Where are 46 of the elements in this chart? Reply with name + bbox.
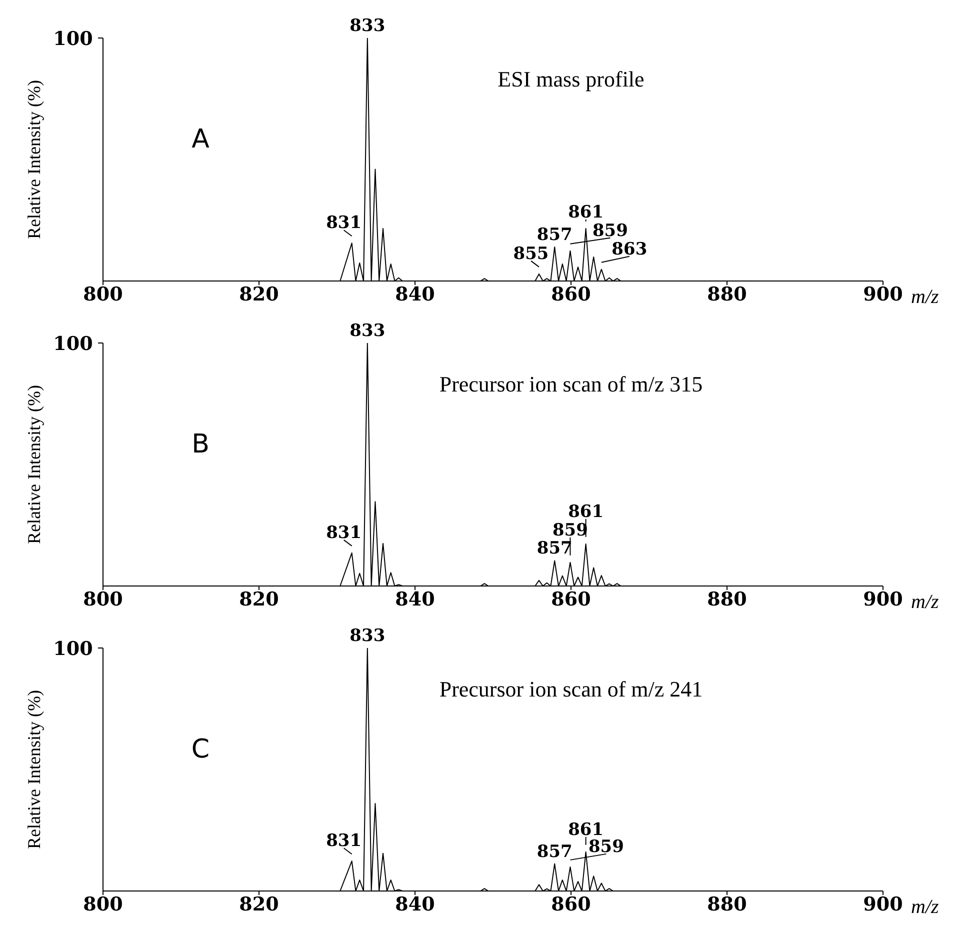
x-tick-label: 900 xyxy=(863,893,903,916)
x-tick-label: 820 xyxy=(239,893,279,916)
x-axis-title: m/z xyxy=(911,286,939,308)
x-tick-label: 880 xyxy=(707,283,747,306)
x-tick-label: 860 xyxy=(551,283,591,306)
x-tick-label: 900 xyxy=(863,283,903,306)
x-tick-label: 840 xyxy=(395,893,435,916)
text: ESI mass profile xyxy=(498,66,644,92)
annotation: 859 xyxy=(592,220,628,241)
y-axis-title: Relative Intensity (%) xyxy=(24,690,44,849)
annotation: 831 xyxy=(326,522,362,543)
text: Precursor ion scan of m/z 315 xyxy=(439,372,703,397)
x-tick-label: 840 xyxy=(395,588,435,610)
annotation: 863 xyxy=(612,239,648,260)
y-axis-title: Relative Intensity (%) xyxy=(24,80,44,239)
text: Precursor ion scan of m/z 241 xyxy=(439,676,703,702)
text: 100 xyxy=(53,638,93,660)
annotation: 833 xyxy=(350,16,386,36)
x-tick-label: 820 xyxy=(239,283,279,306)
x-tick-label: 840 xyxy=(395,283,435,306)
x-tick-label: 880 xyxy=(707,588,747,610)
annotation: 861 xyxy=(568,202,604,223)
x-tick-label: 820 xyxy=(239,588,279,610)
text: 100 xyxy=(53,333,93,355)
x-tick-label: 800 xyxy=(83,588,123,610)
text: B xyxy=(192,429,210,460)
annotation: 855 xyxy=(513,244,549,264)
x-tick-label: 860 xyxy=(551,893,591,916)
text: 100 xyxy=(53,28,93,50)
text: A xyxy=(192,124,210,154)
annotation: 857 xyxy=(536,224,572,245)
y-axis-title: Relative Intensity (%) xyxy=(24,385,44,544)
annotation: 861 xyxy=(568,502,604,522)
annotation: 831 xyxy=(326,831,362,852)
x-tick-label: 800 xyxy=(83,283,123,306)
x-axis-title: m/z xyxy=(911,591,939,613)
annotation: 857 xyxy=(536,842,572,862)
annotation: 831 xyxy=(326,213,362,234)
x-tick-label: 800 xyxy=(83,893,123,916)
x-tick-label: 880 xyxy=(707,893,747,916)
x-axis-title: m/z xyxy=(911,896,939,918)
annotation: 833 xyxy=(350,321,386,341)
text: C xyxy=(191,734,210,764)
x-tick-label: 900 xyxy=(863,588,903,610)
x-tick-label: 860 xyxy=(551,588,591,610)
annotation: 833 xyxy=(350,626,386,646)
